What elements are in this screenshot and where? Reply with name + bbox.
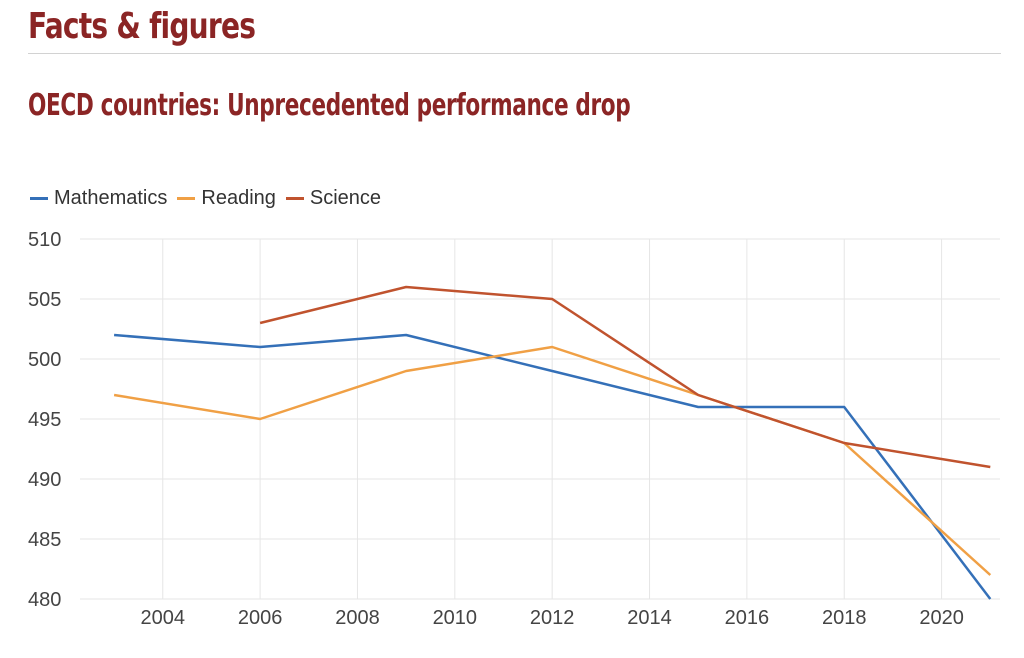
data-point-reading-2021 [988,573,992,577]
legend-label-science: Science [309,186,382,209]
legend-label-reading: Reading [201,186,276,209]
x-tick-label-2014: 2014 [627,607,672,629]
y-tick-label-505: 505 [28,289,61,311]
data-point-science-2006 [258,321,262,325]
chart-legend: Mathematics Reading Science [30,184,391,212]
x-tick-label-2006: 2006 [238,607,283,629]
data-point-science-2018 [842,441,846,445]
legend-swatch-reading [177,196,196,200]
data-point-reading-2006 [258,417,262,421]
y-tick-label-480: 480 [28,589,61,611]
data-point-science-2012 [550,297,554,301]
x-tick-label-2010: 2010 [433,607,478,629]
data-point-reading-2012 [550,345,554,349]
x-tick-label-2004: 2004 [141,607,186,629]
chart-title: OECD countries: Unprecedented performanc… [28,88,631,123]
data-point-science-2021 [988,465,992,469]
y-tick-label-490: 490 [28,469,61,491]
data-point-reading-2003 [112,393,116,397]
y-tick-label-500: 500 [28,349,61,371]
legend-item-reading[interactable]: Reading [177,187,276,210]
legend-swatch-mathematics [30,196,48,200]
data-point-mathematics-2015 [696,405,700,409]
data-point-mathematics-2018 [842,405,846,409]
x-tick-label-2008: 2008 [335,607,380,629]
legend-item-mathematics[interactable]: Mathematics [30,187,167,210]
y-tick-label-495: 495 [28,409,61,431]
y-tick-label-485: 485 [28,529,61,551]
data-point-reading-2009 [404,369,408,373]
legend-label-mathematics: Mathematics [54,186,168,209]
data-point-science-2015 [696,393,700,397]
page-title: Facts & figures [28,6,256,47]
x-tick-label-2016: 2016 [725,607,770,629]
data-point-mathematics-2021 [988,597,992,601]
data-point-mathematics-2012 [550,369,554,373]
data-point-mathematics-2006 [258,345,262,349]
series-line-science [259,285,991,469]
data-point-mathematics-2009 [404,333,408,337]
data-point-mathematics-2003 [112,333,116,337]
x-tick-label-2012: 2012 [530,607,575,629]
x-tick-label-2020: 2020 [919,607,964,629]
series-line-mathematics [113,333,992,600]
legend-swatch-science [285,196,304,200]
legend-item-science[interactable]: Science [285,186,382,210]
y-tick-label-510: 510 [28,229,61,251]
x-tick-label-2018: 2018 [822,607,867,629]
data-point-science-2009 [404,285,408,289]
title-divider [28,53,1001,54]
